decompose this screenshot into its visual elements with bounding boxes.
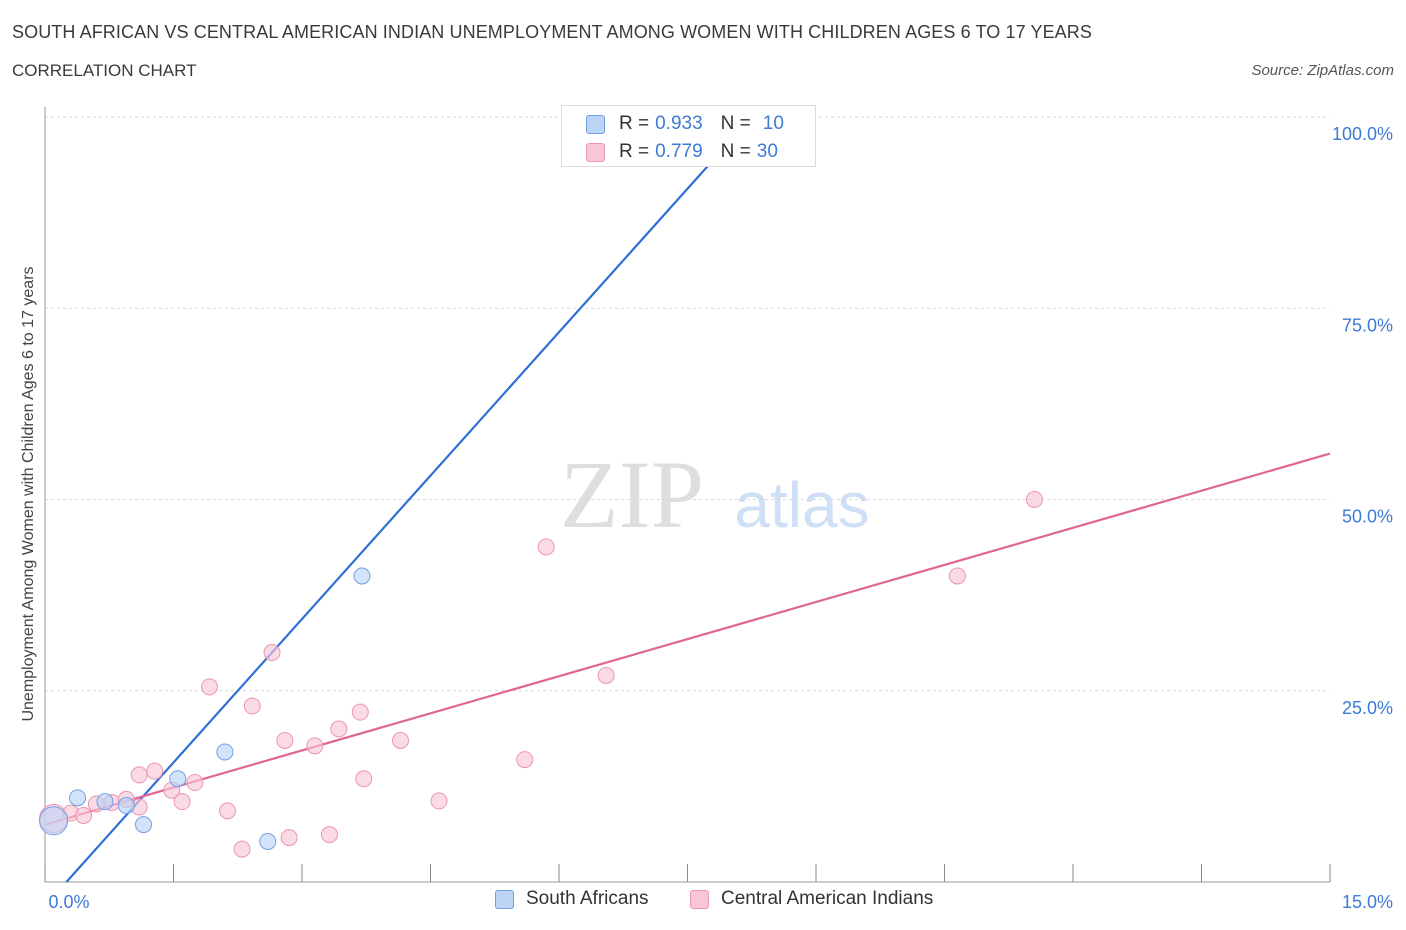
south_africans-point <box>353 567 371 585</box>
south_africans-point <box>96 793 114 811</box>
y-tick-label: 25.0% <box>1342 698 1393 718</box>
south_africans-point <box>169 770 187 788</box>
central_american-point <box>146 762 164 780</box>
central_american-point <box>597 666 615 684</box>
central_american-point <box>243 697 261 715</box>
central_american-point <box>430 792 448 810</box>
central_american-point <box>130 766 148 784</box>
south_africans-point <box>259 832 277 850</box>
central_american-point <box>75 806 93 824</box>
legend-row-central-american: R = 0.779 N = 30 <box>586 140 778 164</box>
source-credit: Source: ZipAtlas.com <box>1251 62 1394 79</box>
x-tick-label: 0.0% <box>48 892 89 912</box>
central-american-n-value: 30 <box>756 141 778 162</box>
central-american-legend-swatch <box>690 889 709 909</box>
central_american-point <box>516 751 534 769</box>
central-american-r-label: R = <box>619 141 650 162</box>
central_american-point <box>276 731 294 749</box>
chart-title: SOUTH AFRICAN VS CENTRAL AMERICAN INDIAN… <box>12 22 1092 42</box>
central_american-point <box>320 826 338 844</box>
central_american-point <box>355 770 373 788</box>
y-tick-label: 50.0% <box>1342 507 1393 527</box>
chart-subtitle: CORRELATION CHART <box>12 61 197 80</box>
south_africans-point <box>69 789 87 807</box>
central_american-point <box>186 774 204 792</box>
south_africans-point <box>216 743 234 761</box>
south-africans-r-value: 0.933 <box>655 113 703 134</box>
watermark-zip: ZIP <box>560 441 704 548</box>
central_american-point <box>537 538 555 556</box>
south_africans-point <box>135 816 153 834</box>
central_american-point <box>200 678 218 696</box>
central_american-point <box>233 840 251 858</box>
central-american-n-label: N = <box>720 141 751 162</box>
series-legend: South Africans Central American Indians <box>0 888 1406 916</box>
central_american-point <box>948 567 966 585</box>
central_american-point <box>263 644 281 661</box>
x-tick-label: 15.0% <box>1342 892 1393 912</box>
south-africans-n-label: N = <box>720 113 751 134</box>
south-africans-legend-swatch <box>495 889 514 909</box>
central-american-legend-label: Central American Indians <box>721 888 934 909</box>
south-africans-r-label: R = <box>619 113 650 134</box>
y-tick-label: 100.0% <box>1332 124 1393 144</box>
watermark-atlas: atlas <box>734 469 869 541</box>
south_africans-trend-line <box>65 135 736 883</box>
correlation-legend: R = 0.933 N = 10 R = 0.779 N = 30 <box>561 105 816 167</box>
south-africans-legend-label: South Africans <box>526 888 649 909</box>
central_american-point <box>392 731 410 749</box>
south_africans-point <box>39 806 69 836</box>
south_africans-point <box>117 797 135 814</box>
central_american-trend-line <box>44 452 1331 826</box>
central_american-point <box>173 793 191 811</box>
south-africans-swatch <box>586 114 605 134</box>
central_american-point <box>330 720 348 738</box>
legend-item-central-american[interactable]: Central American Indians <box>690 888 933 910</box>
legend-item-south-africans[interactable]: South Africans <box>495 888 649 910</box>
legend-row-south-africans: R = 0.933 N = 10 <box>586 112 784 136</box>
y-tick-label: 75.0% <box>1342 315 1393 335</box>
central_american-point <box>306 737 324 755</box>
central-american-swatch <box>586 142 605 162</box>
central_american-point <box>280 829 298 847</box>
central-american-r-value: 0.779 <box>655 141 703 162</box>
south-africans-n-value: 10 <box>762 113 784 134</box>
central_american-point <box>1025 491 1043 508</box>
central_american-point <box>218 802 236 820</box>
central_american-point <box>351 703 369 721</box>
